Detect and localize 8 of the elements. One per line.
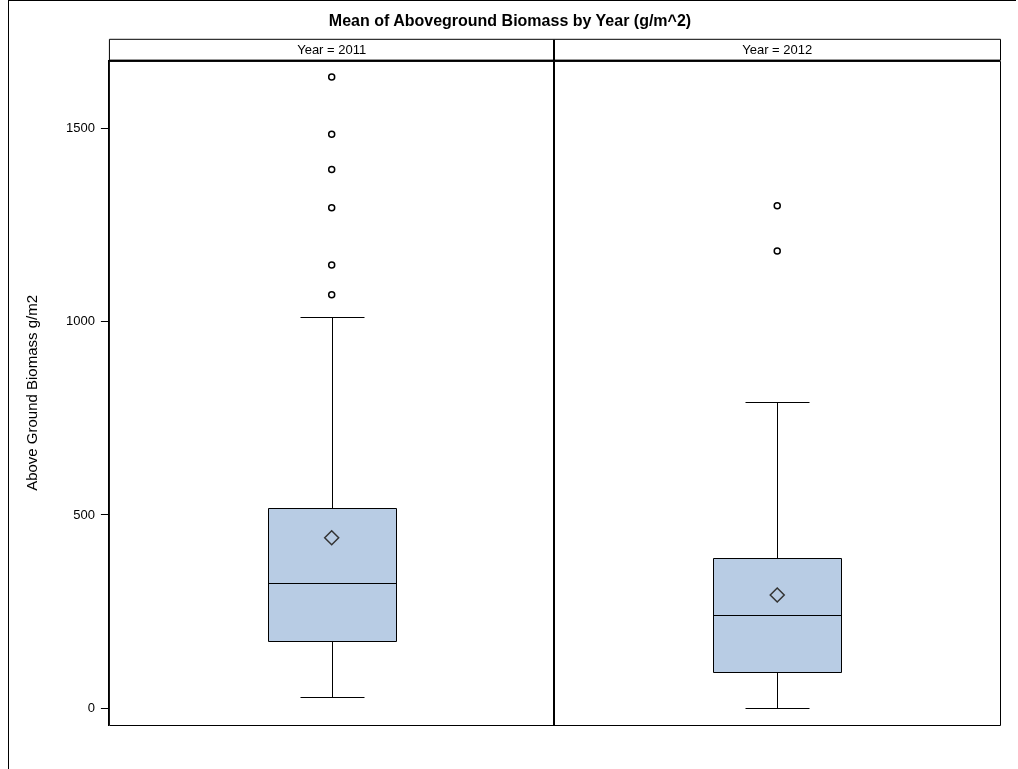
chart-title: Mean of Aboveground Biomass by Year (g/m^2) xyxy=(328,12,692,30)
y-tick-label: 1500 xyxy=(66,119,95,135)
x-tick-label: Year = 2012 xyxy=(742,41,813,57)
y-tick-label: 500 xyxy=(73,506,95,522)
y-tick-label: 0 xyxy=(87,699,95,715)
y-axis-title: Above Ground Biomass g/m2 xyxy=(23,294,41,491)
x-tick-label: Year = 2011 xyxy=(297,41,367,57)
y-tick-label: 1000 xyxy=(66,313,95,329)
